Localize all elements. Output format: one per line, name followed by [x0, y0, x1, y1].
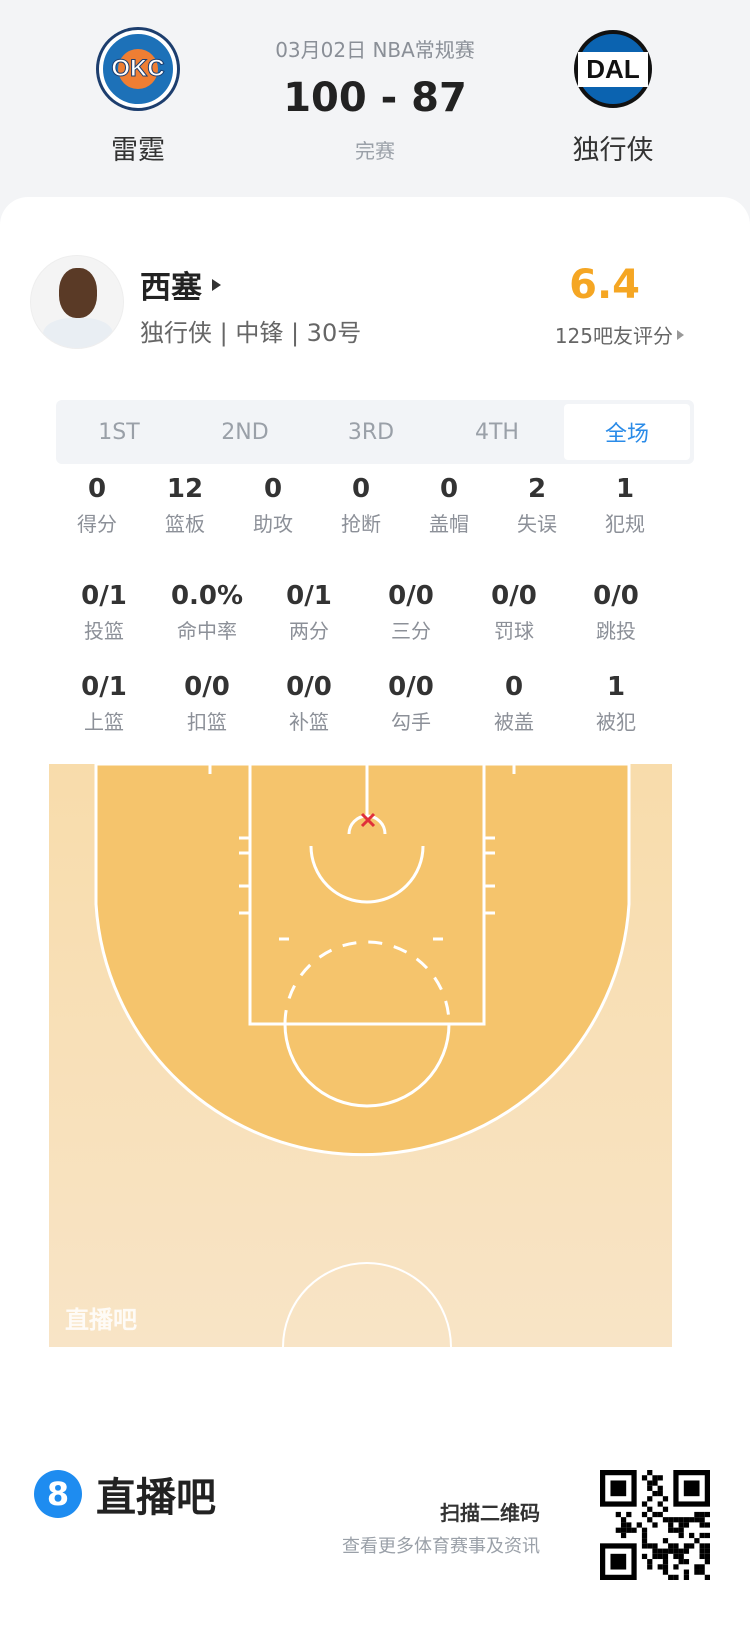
stat-value: 0/0 [184, 672, 230, 702]
stat-label: 篮板 [165, 512, 205, 536]
stat-label: 上篮 [84, 710, 124, 734]
stat-item: 12 篮板 [135, 474, 235, 537]
stat-value: 0 [439, 474, 459, 504]
rating-link[interactable]: 125吧友评分 [555, 320, 684, 349]
stat-value: 0 [351, 474, 371, 504]
ft-circle-upper [283, 940, 451, 1025]
stat-value: 1 [615, 474, 635, 504]
stat-label: 犯规 [605, 512, 645, 536]
dal-logo: DAL [574, 30, 652, 108]
stat-label: 命中率 [177, 619, 237, 643]
okc-logo: OKC [99, 30, 177, 108]
tab-1st[interactable]: 1ST [98, 419, 140, 445]
tab-2nd[interactable]: 2ND [221, 419, 269, 445]
tab-full-game[interactable]: 全场 [564, 404, 690, 460]
match-date-league: 03月02日 NBA常规赛 [275, 38, 475, 62]
away-team[interactable]: DAL 独行侠 [533, 30, 693, 167]
player-info: 独行侠 | 中锋 | 30号 [140, 319, 362, 347]
stat-value: 0/1 [81, 581, 127, 611]
stat-value: 0/1 [286, 581, 332, 611]
center-circle [282, 1262, 452, 1348]
stat-item: 0/1 两分 [259, 581, 359, 644]
stat-label: 罚球 [494, 619, 534, 643]
stat-item: 0 抢断 [311, 474, 411, 537]
stat-item: 0/0 补篮 [259, 672, 359, 735]
stat-value: 0/0 [388, 672, 434, 702]
stat-item: 0/1 投篮 [54, 581, 154, 644]
stat-item: 0/1 上篮 [54, 672, 154, 735]
stat-label: 勾手 [391, 710, 431, 734]
qr-code[interactable] [600, 1470, 710, 1580]
stat-item: 0/0 扣篮 [157, 672, 257, 735]
stat-value: 0 [504, 672, 524, 702]
court-svg [49, 759, 672, 1348]
shot-chart: 直播吧 [49, 759, 672, 1348]
stat-label: 盖帽 [429, 512, 469, 536]
stat-label: 扣篮 [187, 710, 227, 734]
scan-subtitle: 查看更多体育赛事及资讯 [342, 1536, 540, 1557]
home-team-name: 雷霆 [111, 135, 165, 166]
match-header: OKC 雷霆 03月02日 NBA常规赛 100 - 87 完赛 DAL 独行侠 [0, 0, 750, 197]
caret-right-icon [677, 329, 684, 340]
stat-label: 得分 [77, 512, 117, 536]
rating-label: 125吧友评分 [554, 324, 673, 348]
stat-item: 0/0 罚球 [464, 581, 564, 644]
stat-label: 助攻 [253, 512, 293, 536]
stat-label: 失误 [517, 512, 557, 536]
ft-circle-lower [283, 1023, 451, 1108]
stat-label: 两分 [289, 619, 329, 643]
stat-value: 0 [87, 474, 107, 504]
stat-item: 0 助攻 [223, 474, 323, 537]
stat-item: 0.0% 命中率 [157, 581, 257, 644]
stat-item: 0 被盖 [464, 672, 564, 735]
caret-right-icon [212, 278, 221, 291]
period-tabs: 1ST 2ND 3RD 4TH 全场 [56, 400, 694, 464]
three-point-area [94, 762, 631, 1157]
home-team[interactable]: OKC 雷霆 [58, 30, 218, 167]
match-score: 100 - 87 [283, 75, 467, 121]
stat-value: 0/0 [388, 581, 434, 611]
stat-label: 投篮 [84, 619, 124, 643]
stat-label: 补篮 [289, 710, 329, 734]
stat-label: 被犯 [596, 710, 636, 734]
brand-name: 直播吧 [96, 1475, 216, 1521]
stat-value: 1 [606, 672, 626, 702]
stat-value: 0.0% [170, 581, 244, 611]
player-name-link[interactable]: 西塞 [140, 262, 221, 307]
stat-item: 0 得分 [47, 474, 147, 537]
rim-arc [347, 814, 387, 835]
away-team-name: 独行侠 [572, 135, 654, 166]
stat-value: 0/1 [81, 672, 127, 702]
player-name: 西塞 [140, 270, 202, 306]
stat-item: 0 盖帽 [399, 474, 499, 537]
stat-value: 0/0 [286, 672, 332, 702]
player-avatar[interactable] [30, 255, 124, 349]
stat-value: 12 [166, 474, 204, 504]
stat-label: 跳投 [596, 619, 636, 643]
stat-item: 2 失误 [487, 474, 587, 537]
stat-value: 0 [263, 474, 283, 504]
stat-label: 被盖 [494, 710, 534, 734]
scan-title: 扫描二维码 [440, 1501, 540, 1525]
stat-label: 抢断 [341, 512, 381, 536]
stat-value: 2 [527, 474, 547, 504]
stat-item: 0/0 三分 [361, 581, 461, 644]
watermark: 直播吧 [65, 1306, 137, 1334]
stat-item: 0/0 跳投 [566, 581, 666, 644]
tab-4th[interactable]: 4TH [475, 419, 519, 445]
stat-item: 1 被犯 [566, 672, 666, 735]
stat-value: 0/0 [593, 581, 639, 611]
stat-item: 0/0 勾手 [361, 672, 461, 735]
footer-brand: 8 直播吧 [34, 1465, 216, 1523]
shot-miss-marker [360, 812, 376, 828]
match-status: 完赛 [355, 139, 395, 163]
player-rating: 6.4 [569, 262, 640, 308]
stat-label: 三分 [391, 619, 431, 643]
brand-8-icon: 8 [34, 1470, 82, 1518]
stat-item: 1 犯规 [575, 474, 675, 537]
stat-value: 0/0 [491, 581, 537, 611]
tab-3rd[interactable]: 3RD [347, 419, 395, 445]
restricted-arc [309, 845, 425, 904]
